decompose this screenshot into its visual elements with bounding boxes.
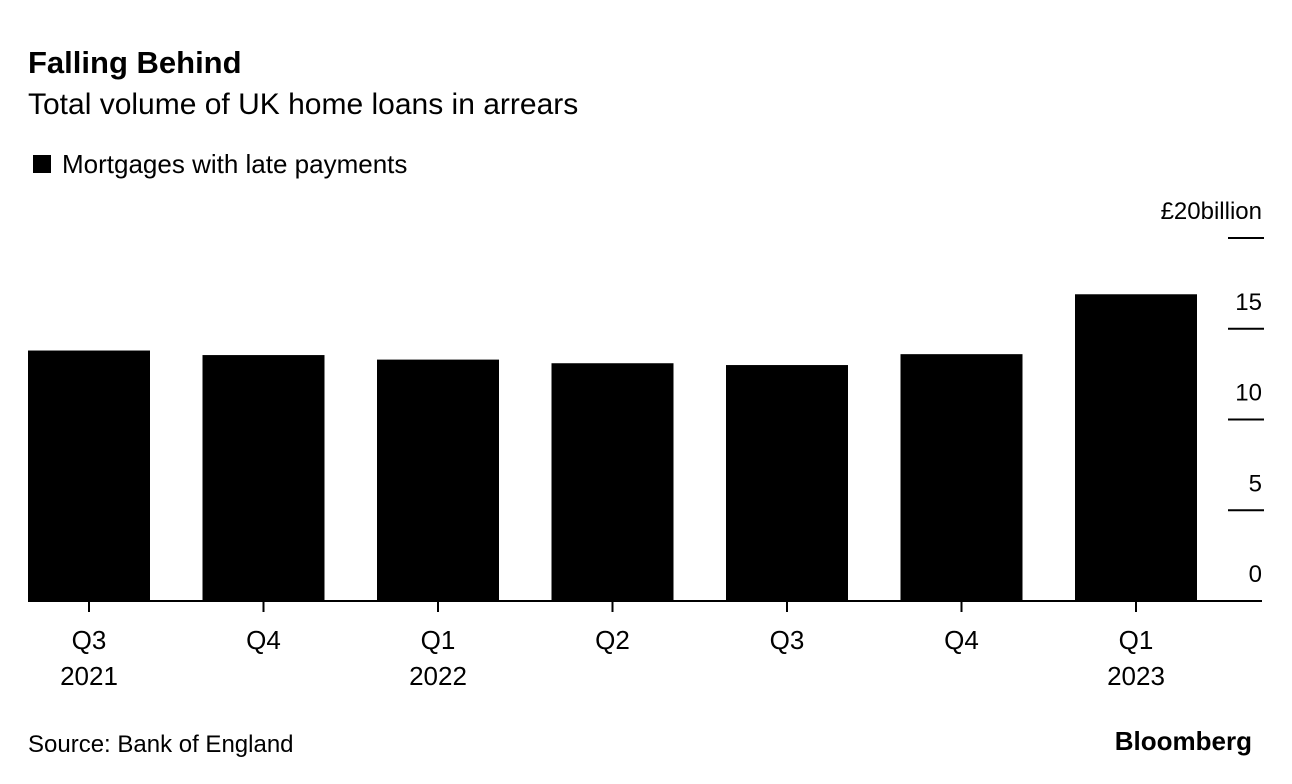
- x-tick-label: Q3: [770, 625, 805, 655]
- bar: [202, 355, 325, 601]
- y-tick-label: 5: [1249, 470, 1262, 497]
- chart-subtitle: Total volume of UK home loans in arrears: [28, 88, 578, 121]
- x-tick-label: Q1: [421, 625, 456, 655]
- source: Source: Bank of England: [28, 731, 294, 758]
- x-tick-year: 2021: [60, 661, 118, 691]
- x-tick-year: 2023: [1107, 661, 1165, 691]
- x-tick-label: Q2: [595, 625, 630, 655]
- legend-label: Mortgages with late payments: [62, 149, 407, 179]
- chart-title: Falling Behind: [28, 45, 242, 80]
- y-tick-label: £20billion: [1161, 198, 1262, 225]
- x-tick-label: Q4: [246, 625, 281, 655]
- legend-swatch: [33, 155, 51, 173]
- x-tick-label: Q1: [1119, 625, 1154, 655]
- x-tick-label: Q4: [944, 625, 979, 655]
- y-tick-label: 10: [1235, 380, 1262, 407]
- bar: [377, 359, 499, 601]
- bar: [551, 363, 674, 601]
- y-tick-label: 0: [1249, 561, 1262, 588]
- brand: Bloomberg: [1115, 726, 1252, 756]
- bar: [1075, 294, 1197, 601]
- x-tick-label: Q3: [72, 625, 107, 655]
- x-tick-year: 2022: [409, 661, 467, 691]
- y-tick-label: 15: [1235, 289, 1262, 316]
- bar: [726, 365, 848, 601]
- bar: [900, 354, 1023, 601]
- bar: [28, 350, 150, 601]
